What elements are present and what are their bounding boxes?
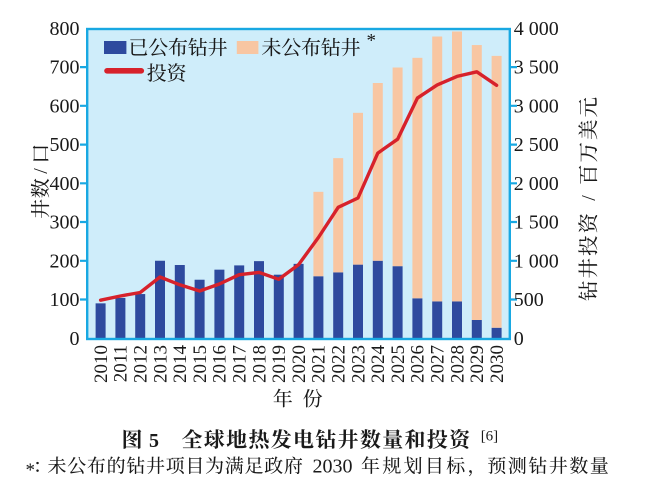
svg-text:2016: 2016 xyxy=(210,345,231,383)
svg-text:2027: 2027 xyxy=(428,345,449,383)
svg-text:[6]: [6] xyxy=(481,428,499,444)
svg-text:2 000: 2 000 xyxy=(514,173,559,195)
svg-text:2030: 2030 xyxy=(487,345,508,383)
svg-text:1 000: 1 000 xyxy=(514,250,559,272)
svg-text:/: / xyxy=(578,195,600,201)
svg-text:4 000: 4 000 xyxy=(514,18,559,40)
svg-text:2028: 2028 xyxy=(447,345,468,383)
svg-text:300: 300 xyxy=(50,212,80,234)
svg-text:2021: 2021 xyxy=(309,345,330,383)
svg-text:2024: 2024 xyxy=(368,345,389,384)
svg-text:400: 400 xyxy=(50,173,80,195)
svg-text:2025: 2025 xyxy=(388,345,409,383)
svg-text:2026: 2026 xyxy=(408,345,429,383)
svg-text:*: * xyxy=(367,31,377,52)
svg-text:2019: 2019 xyxy=(269,345,290,383)
svg-text:0: 0 xyxy=(514,328,524,350)
svg-text:600: 600 xyxy=(50,95,80,117)
svg-text:2015: 2015 xyxy=(190,345,211,383)
svg-text:0: 0 xyxy=(70,328,80,350)
svg-text:2 500: 2 500 xyxy=(514,134,559,156)
svg-text:700: 700 xyxy=(50,57,80,79)
svg-text:2010: 2010 xyxy=(91,345,112,383)
svg-text:100: 100 xyxy=(50,289,80,311)
svg-text:2029: 2029 xyxy=(467,345,488,383)
svg-text:2017: 2017 xyxy=(230,345,251,383)
svg-text:500: 500 xyxy=(514,289,544,311)
svg-text:1 500: 1 500 xyxy=(514,212,559,234)
svg-text:2022: 2022 xyxy=(329,345,350,383)
svg-text:500: 500 xyxy=(50,134,80,156)
svg-text:2013: 2013 xyxy=(150,345,171,383)
svg-text:2011: 2011 xyxy=(111,345,132,382)
svg-text:2014: 2014 xyxy=(170,345,191,384)
svg-text:5: 5 xyxy=(149,430,159,452)
svg-text:3 500: 3 500 xyxy=(514,57,559,79)
svg-text:2030: 2030 xyxy=(313,456,353,478)
svg-text:2023: 2023 xyxy=(348,345,369,383)
svg-text:200: 200 xyxy=(50,250,80,272)
svg-text:800: 800 xyxy=(50,18,80,40)
svg-text:/: / xyxy=(30,168,52,174)
svg-text:2020: 2020 xyxy=(289,345,310,383)
svg-text:3 000: 3 000 xyxy=(514,95,559,117)
svg-text:2012: 2012 xyxy=(131,345,152,383)
svg-text:*: * xyxy=(26,460,36,481)
svg-text:2018: 2018 xyxy=(249,345,270,383)
